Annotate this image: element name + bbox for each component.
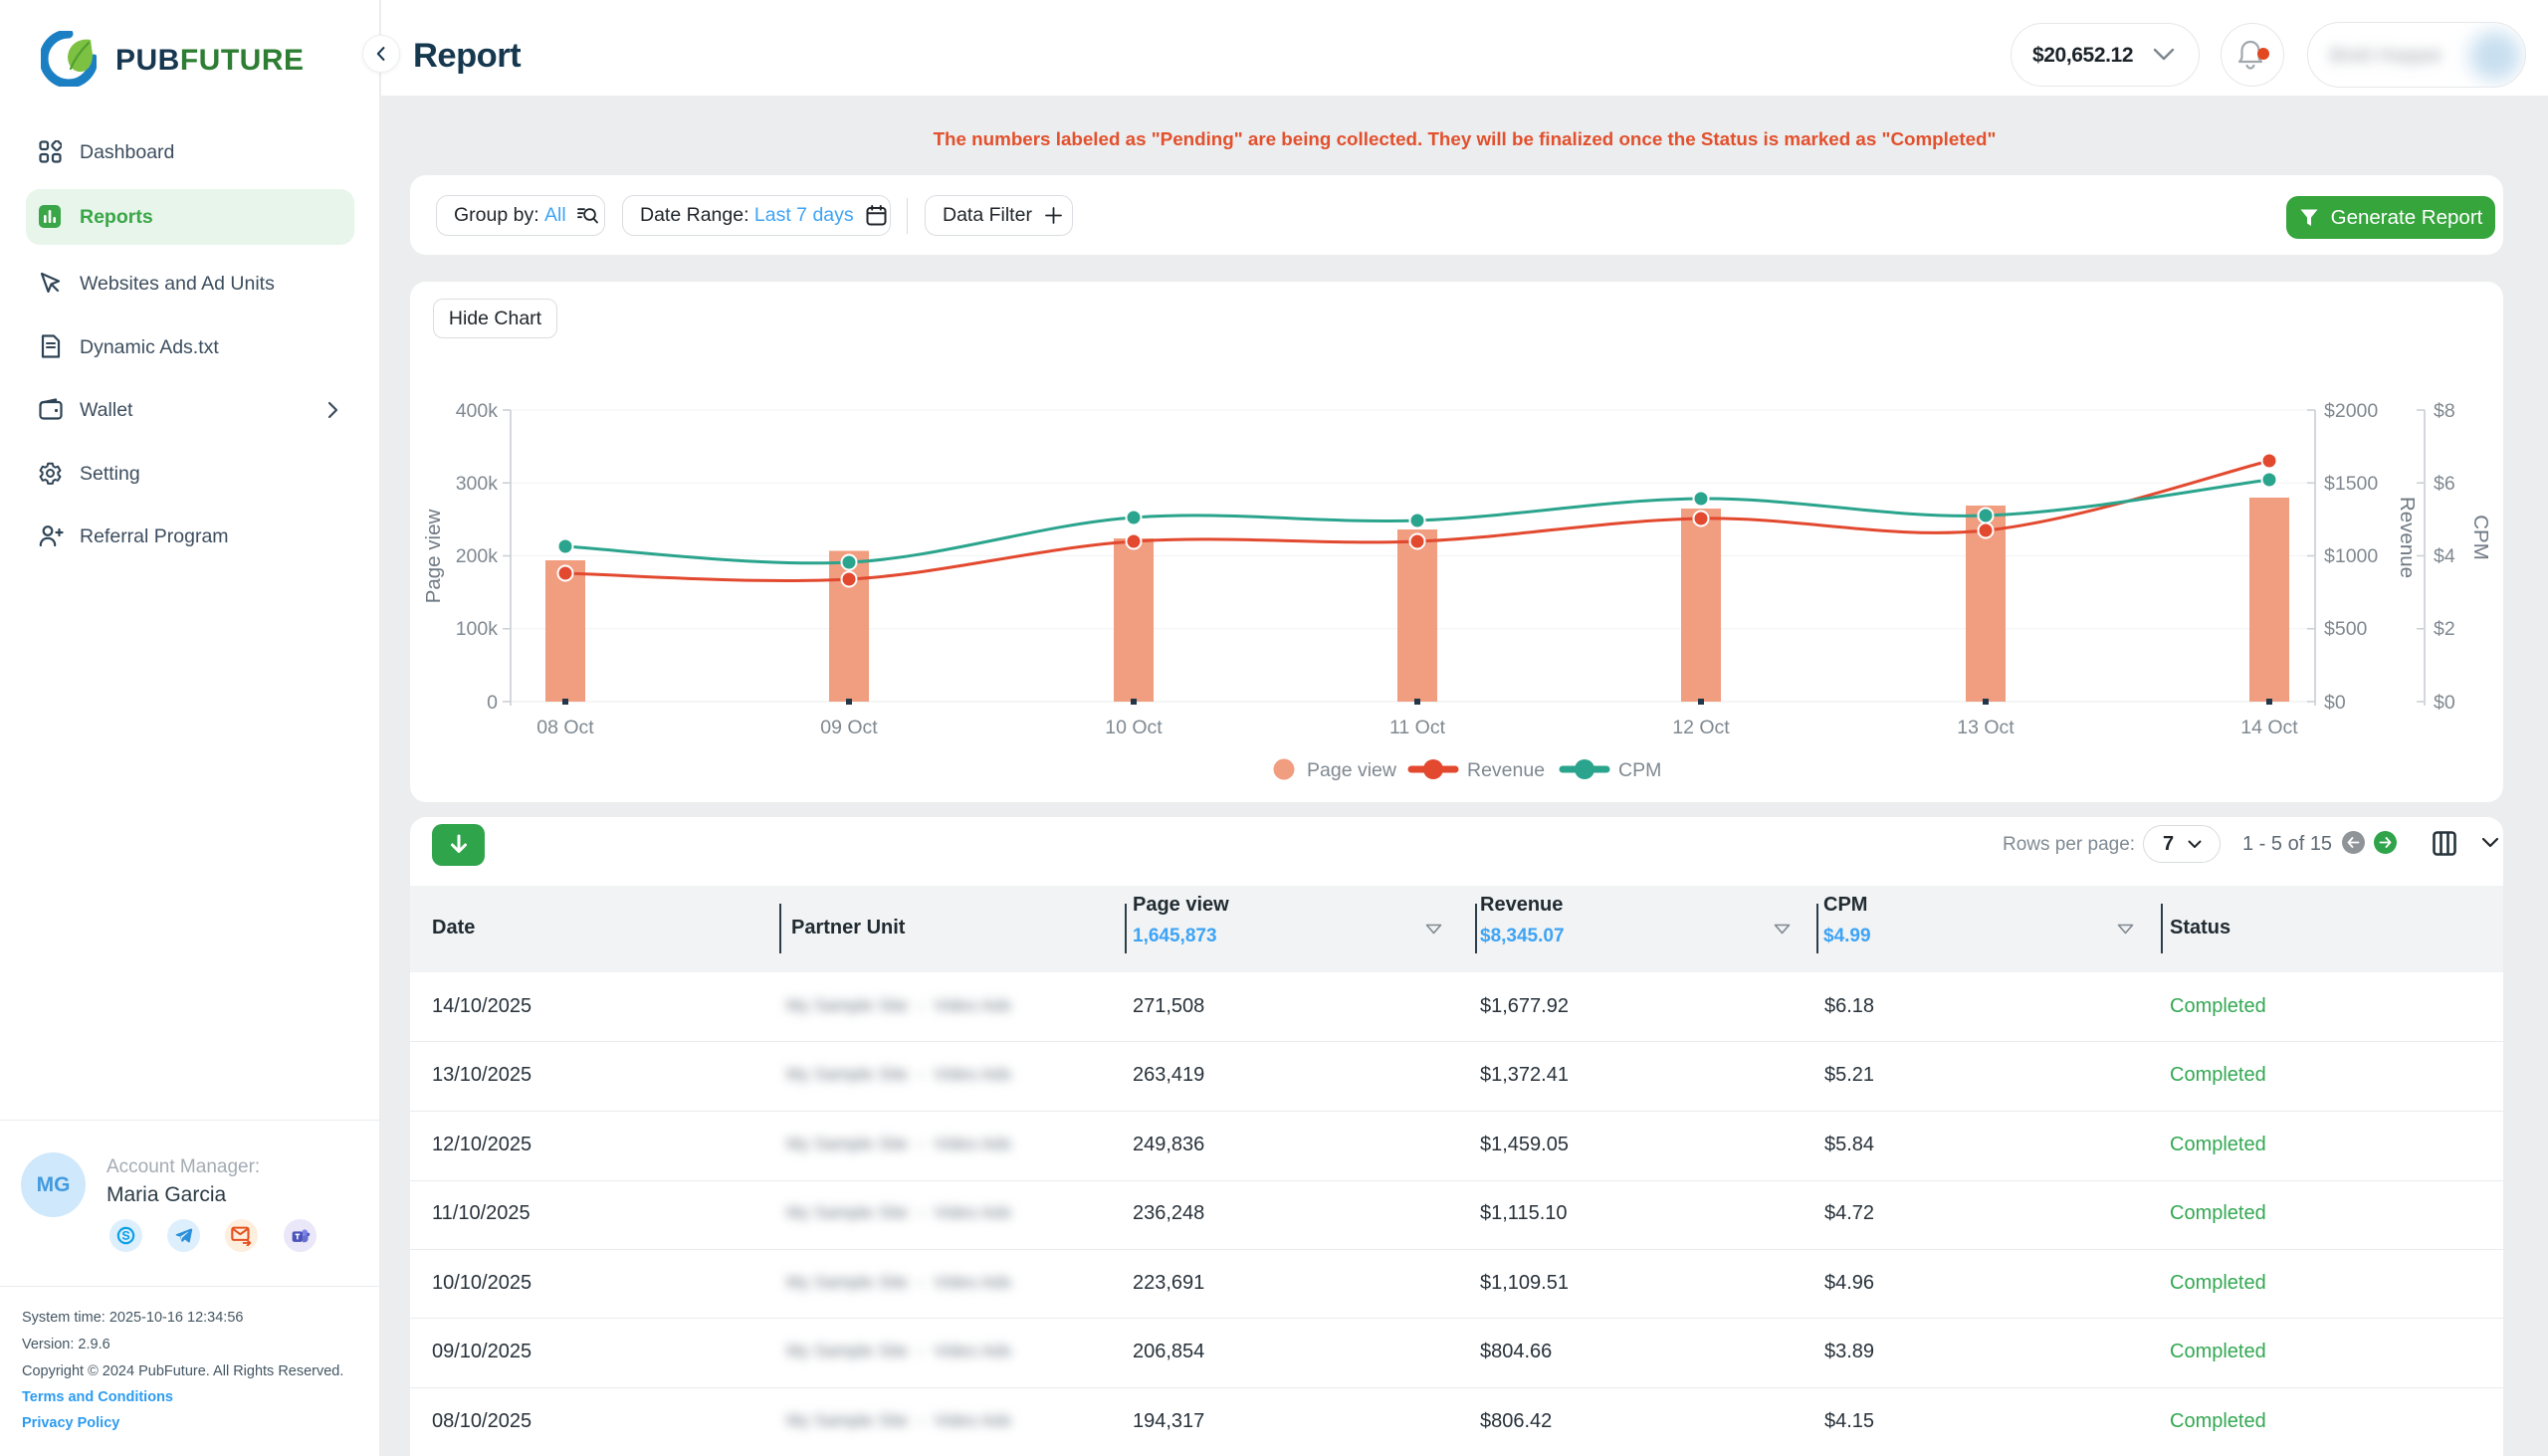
svg-text:13 Oct: 13 Oct <box>1957 717 2015 738</box>
svg-text:$1500: $1500 <box>2324 473 2378 495</box>
svg-text:11 Oct: 11 Oct <box>1389 717 1446 738</box>
svg-text:09 Oct: 09 Oct <box>820 717 878 738</box>
svg-text:$0: $0 <box>2434 692 2455 714</box>
svg-text:Page view: Page view <box>1307 759 1397 781</box>
svg-text:$2000: $2000 <box>2324 400 2378 422</box>
svg-text:14 Oct: 14 Oct <box>2240 717 2298 738</box>
svg-text:12 Oct: 12 Oct <box>1672 717 1730 738</box>
svg-text:08 Oct: 08 Oct <box>536 717 594 738</box>
svg-text:$6: $6 <box>2434 473 2455 495</box>
svg-text:$1000: $1000 <box>2324 545 2378 567</box>
svg-text:CPM: CPM <box>1618 759 1661 781</box>
svg-text:$500: $500 <box>2324 618 2368 640</box>
svg-text:$0: $0 <box>2324 692 2346 714</box>
svg-text:200k: 200k <box>456 545 499 567</box>
svg-text:Revenue: Revenue <box>1467 759 1545 781</box>
svg-text:Revenue: Revenue <box>2396 497 2419 578</box>
svg-text:CPM: CPM <box>2469 515 2492 560</box>
svg-text:300k: 300k <box>456 473 499 495</box>
svg-text:100k: 100k <box>456 618 499 640</box>
svg-text:Page view: Page view <box>422 510 445 604</box>
svg-text:10 Oct: 10 Oct <box>1105 717 1163 738</box>
svg-text:0: 0 <box>487 692 498 714</box>
svg-text:400k: 400k <box>456 400 499 422</box>
svg-text:$4: $4 <box>2434 545 2455 567</box>
svg-text:$2: $2 <box>2434 618 2455 640</box>
svg-text:$8: $8 <box>2434 400 2455 422</box>
